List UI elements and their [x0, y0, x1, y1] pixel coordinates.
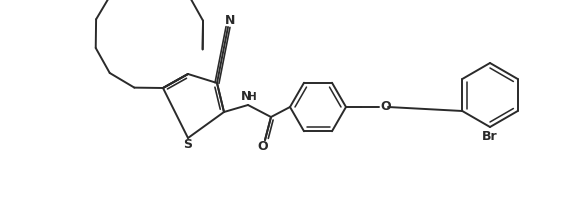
Text: O: O	[258, 140, 269, 154]
Text: O: O	[381, 100, 392, 114]
Text: Br: Br	[482, 130, 498, 142]
Text: N: N	[225, 14, 235, 26]
Text: N: N	[241, 90, 251, 104]
Text: S: S	[183, 138, 193, 152]
Text: H: H	[248, 92, 256, 102]
